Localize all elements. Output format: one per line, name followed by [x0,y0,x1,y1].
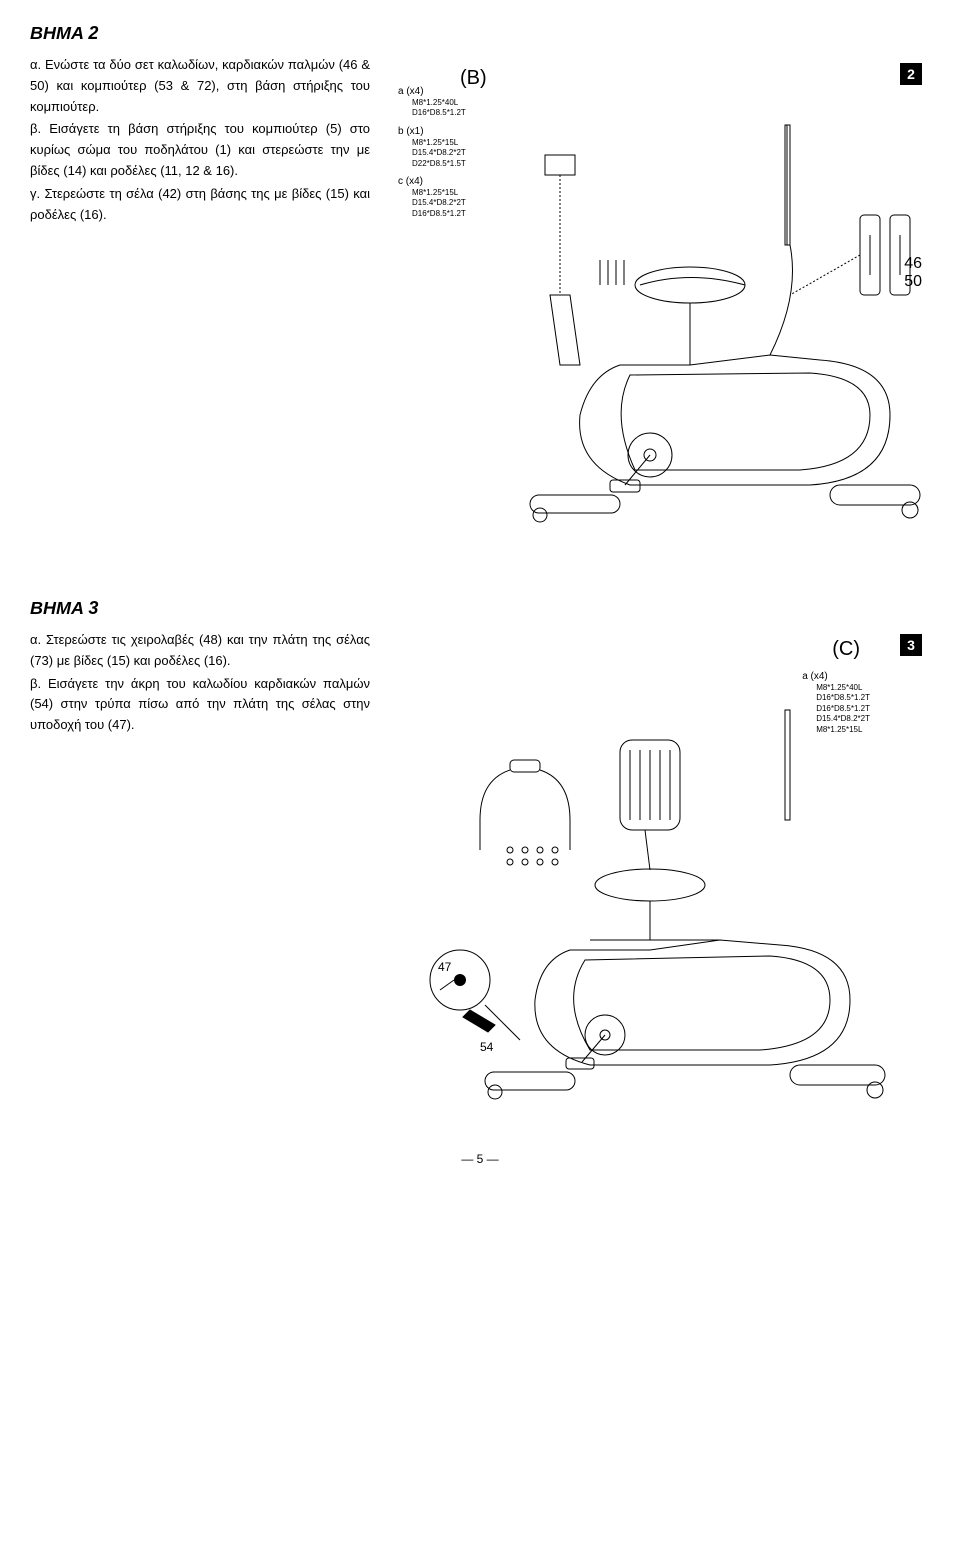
step-3-text: α. Στερεώστε τις χειρολαβές (48) και την… [30,630,370,1110]
parts-b-header: b (x1) [398,125,466,138]
step-2-text: α. Ενώστε τα δύο σετ καλωδίων, καρδιακών… [30,55,370,555]
step-2-figure: (B) 2 a (x4) M8*1.25*40L D16*D8.5*1.2T b… [390,55,930,555]
step-3-row: α. Στερεώστε τις χειρολαβές (48) και την… [30,630,930,1110]
parts-a-header: a (x4) [398,85,466,98]
bike-diagram-b [490,115,930,535]
callout-46-50: 46 50 [904,255,922,290]
step-3-header: ΒΗΜΑ 3 [30,595,930,622]
page-number: — 5 — [30,1150,930,1168]
callout-47: 47 [438,958,451,976]
callout-46: 46 [904,255,922,273]
page-number-value: 5 [477,1152,484,1166]
step3-line-a: α. Στερεώστε τις χειρολαβές (48) και την… [30,630,370,672]
step3-line-b: β. Εισάγετε την άκρη του καλωδίου καρ­δι… [30,674,370,736]
step2-line-b: β. Εισάγετε τη βάση στήριξης του κομπιού… [30,119,370,181]
parts-c-item: D16*D8.5*1.2T [398,209,466,219]
parts-b-item: M8*1.25*15L [398,138,466,148]
parts-c-item: M8*1.25*15L [398,188,466,198]
parts-list-b: a (x4) M8*1.25*40L D16*D8.5*1.2T b (x1) … [398,85,466,225]
callout-50: 50 [904,273,922,291]
parts-a-item: D16*D8.5*1.2T [398,108,466,118]
step-2-row: α. Ενώστε τα δύο σετ καλωδίων, καρδιακών… [30,55,930,555]
step-2-header: ΒΗΜΑ 2 [30,20,930,47]
parts-b-item: D15.4*D8.2*2T [398,148,466,158]
parts-a-item: M8*1.25*40L [398,98,466,108]
bike-diagram-c [390,650,910,1110]
parts-b-item: D22*D8.5*1.5T [398,159,466,169]
step2-line-c: γ. Στερεώστε τη σέλα (42) στη βάσης της … [30,184,370,226]
parts-c-header: c (x4) [398,175,466,188]
callout-54: 54 [480,1038,493,1056]
figure-b-number: 2 [900,63,922,85]
parts-c-item: D15.4*D8.2*2T [398,198,466,208]
step2-line-a: α. Ενώστε τα δύο σετ καλωδίων, καρδιακών… [30,55,370,117]
step-3-figure: (C) 3 a (x4) M8*1.25*40L D16*D8.5*1.2T D… [390,630,930,1110]
